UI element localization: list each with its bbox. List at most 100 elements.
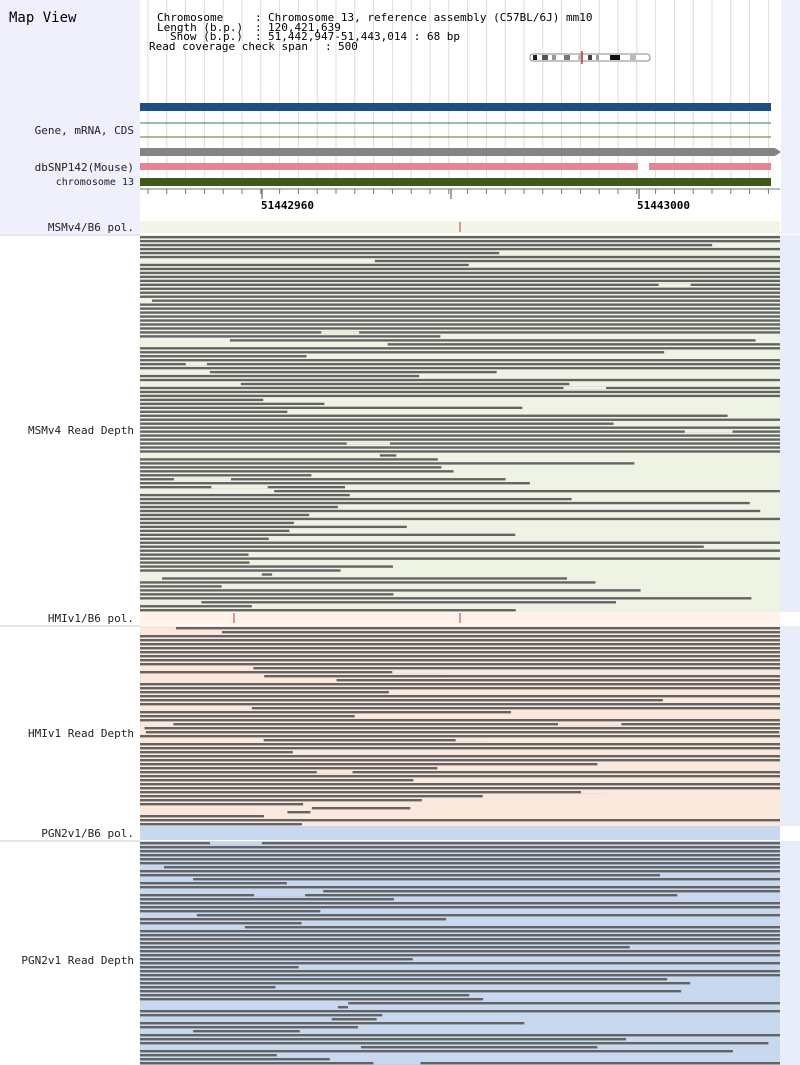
pgn-read [140,894,678,897]
msm-read [140,414,728,417]
hmi-read [140,815,264,818]
pgn-read-gap [403,1006,438,1009]
hmi-read [140,719,780,722]
pgn-read [323,890,780,893]
pgn-read [140,902,780,905]
pgn-pol-track [140,826,780,840]
msm-read [162,577,567,580]
msm-read [140,291,780,294]
msm-read [140,537,269,540]
length-label: Length (b.p.) [157,21,244,34]
msm-read [140,589,641,592]
hmi-read [175,627,780,630]
pgn-read [193,878,780,881]
hmi-read [140,751,293,754]
pgn-read [140,954,780,957]
show-value: 51,442,947-51,443,014 : 68 bp [268,30,461,43]
pgn-read [140,1014,383,1017]
pgn-read [140,922,302,925]
msm-read-gap [476,402,519,406]
show-sep: : [255,30,262,43]
pgn-read [140,950,780,953]
page-title: Map View [9,10,77,26]
hmi-read [140,683,780,686]
pgn-read [140,1062,780,1065]
msm-read [140,545,704,548]
hmi-read [140,671,443,674]
pgn-read [140,862,780,865]
pgn-read [140,1034,780,1037]
msm-read-gap [173,478,232,481]
pgn-read [140,994,470,997]
coverage-label: Read coverage check span [149,40,308,53]
pgn-read [140,846,780,849]
pgn-read [140,1058,330,1061]
pgn-read [140,882,287,885]
pgn-read [140,970,780,973]
msm-read [140,351,665,354]
hmi-read-gap [687,711,740,714]
pgn-read [140,906,780,909]
msm-read [140,347,780,350]
msm-read [140,243,713,247]
pgn-read [140,886,780,889]
hmi-read-gap [558,723,622,726]
msm-read [140,323,780,326]
pgn-read [140,874,661,877]
pgn-read-gap [254,894,306,897]
hmi-read [144,727,780,730]
msm-read-gap [493,593,532,596]
ideogram-band [552,55,556,60]
pgn-read [193,1030,300,1033]
pgn-read [140,942,780,945]
msm-read [140,493,350,497]
msm-read [140,581,596,584]
ruler-position: 51442960 [261,199,314,212]
msm-read [140,271,780,275]
hmi-read [140,663,780,666]
msm-read [140,394,780,398]
msm-read [140,462,635,465]
gray-bar [140,148,775,156]
msm-read [140,236,780,239]
msm-read [140,386,780,390]
pgn-read [140,1022,525,1025]
hmi-pol-label: HMIv1/B6 pol. [47,612,134,625]
snp-bar [140,163,638,170]
msm-read [140,398,264,402]
msm-read [140,263,469,267]
pgn-read [337,1006,348,1009]
hmi-read [140,703,780,706]
pgn-read [140,918,447,921]
msm-read [140,521,294,525]
hmi-read [140,639,780,642]
chromosome-label: Chromosome [157,11,224,24]
hmi-read [253,667,781,670]
hmi-read [140,783,780,786]
msm-read-gap [185,362,207,366]
pgn-read [140,978,668,981]
snp-track-label: dbSNP142(Mouse) [34,161,134,174]
msm-read [140,287,780,290]
hmi-read [140,819,780,822]
msm-read [140,247,780,251]
hmi-read [140,651,780,654]
pgn-read [140,934,780,937]
ideogram-band [564,55,570,60]
hmi-read [140,715,355,718]
pgn-read [163,866,781,869]
msm-read [140,378,780,382]
hmi-read [140,803,304,806]
pgn-read [140,998,484,1001]
msm-read [140,251,500,255]
msm-read [140,255,780,259]
msm-read [240,382,570,386]
pgn-read [140,1038,627,1041]
pgn-read [331,1018,377,1021]
hmi-read [264,675,780,678]
msm-pol-label: MSMv4/B6 pol. [47,221,134,234]
hmi-read [140,691,389,694]
gene-bar-arrow [140,103,145,111]
hmi-read-gap [455,739,511,742]
msm-read [140,605,252,608]
